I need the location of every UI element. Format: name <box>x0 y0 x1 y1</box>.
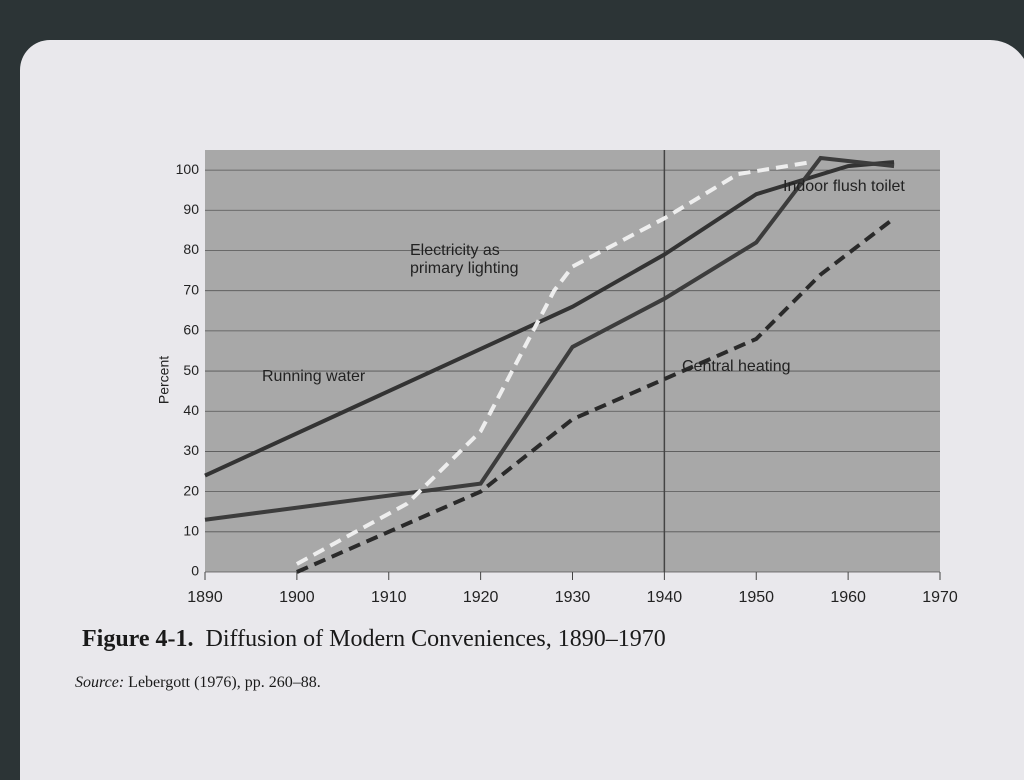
y-tick-label: 70 <box>183 281 199 297</box>
chart-title: Diffusion of Modern Conveniences, 1890–1… <box>205 626 666 652</box>
y-tick-label: 100 <box>176 161 200 177</box>
series-label: Electricity as primary lighting <box>410 242 519 277</box>
series-line <box>296 216 896 574</box>
series-label: Running water <box>262 368 366 385</box>
x-tick-label: 1970 <box>922 589 958 606</box>
x-tick-label: 1910 <box>371 589 407 606</box>
y-tick-label: 90 <box>183 201 199 217</box>
y-tick-label: 10 <box>183 523 199 539</box>
y-axis-label: Percent <box>156 356 172 404</box>
y-tick-label: 80 <box>183 241 199 257</box>
x-tick-label: 1900 <box>279 589 315 606</box>
series-line <box>295 160 812 566</box>
caption: Figure 4-1. Diffusion of Modern Convenie… <box>82 626 666 653</box>
source: Source: Lebergott (1976), pp. 260–88. <box>75 674 321 692</box>
plot-area <box>205 150 940 572</box>
series-label: Indoor flush toilet <box>783 178 905 195</box>
source-text: Lebergott (1976), pp. 260–88. <box>128 674 321 691</box>
x-tick-label: 1950 <box>738 589 774 606</box>
series-label: Central heating <box>682 358 791 375</box>
x-tick-label: 1890 <box>187 589 223 606</box>
x-tick-label: 1940 <box>647 589 683 606</box>
y-tick-label: 40 <box>183 402 199 418</box>
source-label: Source: <box>75 674 125 691</box>
series-line <box>204 155 895 522</box>
x-tick-label: 1920 <box>463 589 499 606</box>
x-tick-label: 1930 <box>555 589 591 606</box>
x-tick-label: 1960 <box>830 589 866 606</box>
y-tick-label: 20 <box>183 482 199 498</box>
y-tick-label: 50 <box>183 362 199 378</box>
y-tick-label: 0 <box>191 563 199 579</box>
series-line <box>204 160 895 478</box>
y-tick-label: 30 <box>183 442 199 458</box>
figure-label: Figure 4-1. <box>82 626 194 652</box>
y-tick-label: 60 <box>183 322 199 338</box>
